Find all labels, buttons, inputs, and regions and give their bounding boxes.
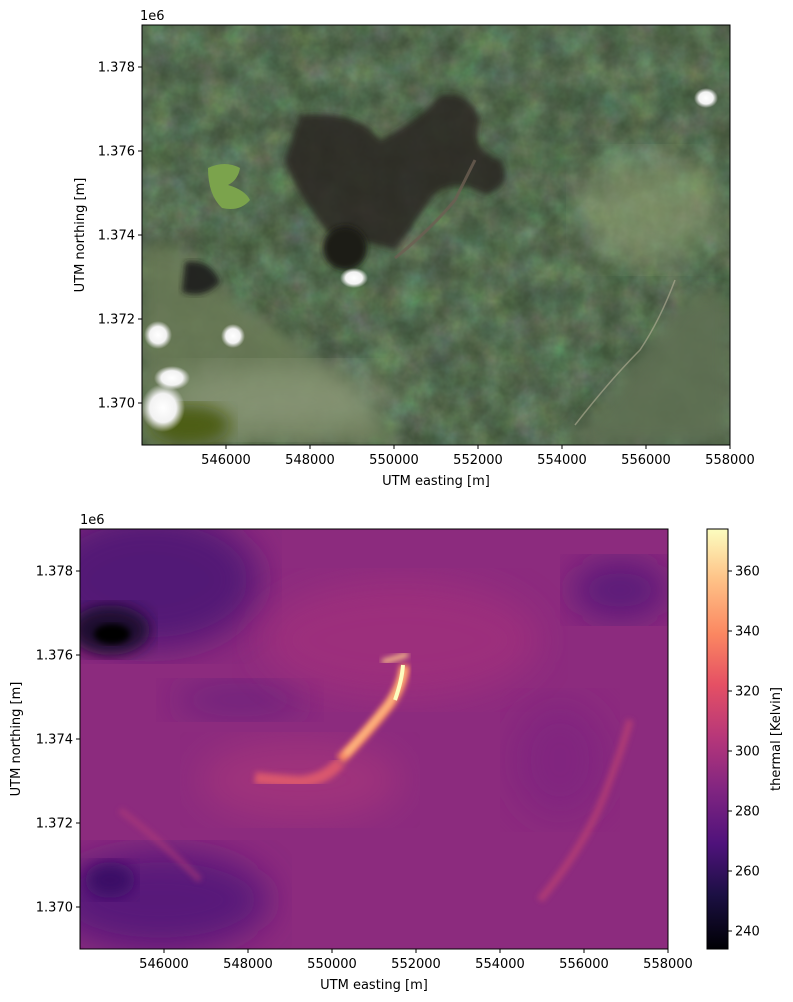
y-axis: 1.370 1.372 1.374 1.376 1.378 (98, 61, 142, 412)
colorbar-tick-label: 360 (735, 565, 760, 580)
cloud (144, 321, 172, 349)
colorbar-tick-label: 300 (735, 745, 760, 760)
cloud (154, 366, 190, 390)
y-tick-label: 1.372 (36, 817, 73, 832)
colorbar-tick-label: 280 (735, 805, 760, 820)
y-tick-label: 1.376 (36, 649, 73, 664)
x-tick-label: 550000 (369, 453, 419, 468)
y-axis-label: UTM northing [m] (73, 178, 88, 293)
y-tick-label: 1.378 (36, 565, 73, 580)
x-tick-label: 546000 (139, 957, 189, 972)
x-tick-label: 554000 (475, 957, 525, 972)
colorbar-tick-label: 320 (735, 685, 760, 700)
x-tick-label: 548000 (285, 453, 335, 468)
cloud (340, 268, 368, 288)
y-tick-label: 1.372 (98, 313, 135, 328)
x-axis: 546000 548000 550000 552000 554000 556000 5580… (139, 949, 693, 972)
y-tick-label: 1.378 (98, 61, 135, 76)
x-tick-label: 548000 (223, 957, 273, 972)
x-axis: 546000 548000 550000 552000 554000 556000 5580… (201, 445, 755, 468)
x-tick-label: 556000 (621, 453, 671, 468)
colorbar-tick-label: 260 (735, 865, 760, 880)
x-tick-label: 558000 (705, 453, 755, 468)
x-tick-label: 554000 (537, 453, 587, 468)
y-axis-label: UTM northing [m] (9, 682, 24, 797)
x-tick-label: 546000 (201, 453, 251, 468)
y-offset-label: 1e6 (140, 9, 165, 24)
x-axis-label: UTM easting [m] (320, 978, 428, 993)
thermal-panel: 546000 548000 550000 552000 554000 556000 5580… (9, 513, 784, 993)
y-axis: 1.370 1.372 1.374 1.376 1.378 (36, 565, 80, 916)
dark-slope (182, 261, 220, 295)
colorbar-label: thermal [Kelvin] (769, 687, 784, 791)
thermal-heatmap (80, 529, 668, 949)
x-tick-label: 556000 (559, 957, 609, 972)
colorbar-tick-label: 340 (735, 625, 760, 640)
colorbar-gradient (706, 528, 729, 950)
x-tick-label: 552000 (391, 957, 441, 972)
cloud (221, 324, 245, 348)
summit-crater (323, 226, 367, 270)
rgb-image-panel: 546000 548000 550000 552000 554000 556000 5580… (73, 9, 755, 489)
x-tick-label: 552000 (453, 453, 503, 468)
cloud (142, 384, 185, 432)
y-offset-label: 1e6 (80, 513, 105, 528)
colorbar: 240 260 280 300 320 340 360 thermal [Kelvin] (706, 528, 784, 950)
colorbar-ticks: 240 260 280 300 320 340 360 (728, 565, 760, 940)
cloud (694, 88, 718, 108)
y-tick-label: 1.374 (36, 733, 73, 748)
x-tick-label: 550000 (307, 957, 357, 972)
y-tick-label: 1.370 (98, 397, 135, 412)
y-tick-label: 1.374 (98, 229, 135, 244)
lava-field (285, 94, 505, 251)
colorbar-tick-label: 240 (735, 925, 760, 940)
x-axis-label: UTM easting [m] (382, 474, 490, 489)
lava-branch (254, 757, 345, 789)
x-tick-label: 558000 (643, 957, 693, 972)
y-tick-label: 1.370 (36, 901, 73, 916)
y-tick-label: 1.376 (98, 145, 135, 160)
rgb-image (142, 25, 730, 445)
green-patch (208, 164, 250, 209)
lake-east (560, 290, 730, 445)
